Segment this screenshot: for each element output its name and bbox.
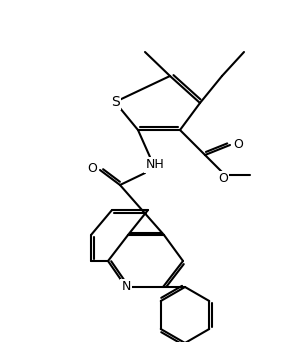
- Text: O: O: [233, 139, 243, 152]
- Text: N: N: [121, 280, 131, 293]
- Text: O: O: [87, 161, 97, 174]
- Text: NH: NH: [146, 158, 164, 171]
- Text: O: O: [218, 172, 228, 185]
- Text: S: S: [111, 95, 119, 109]
